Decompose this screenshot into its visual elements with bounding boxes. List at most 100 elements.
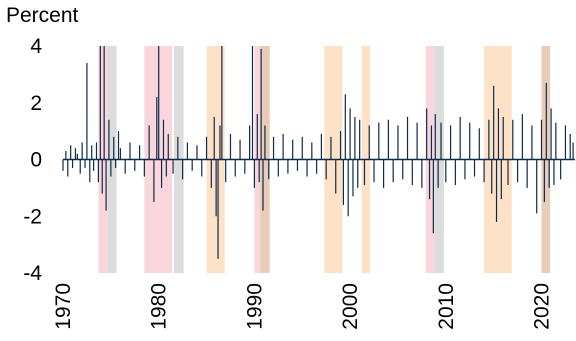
bar <box>416 122 418 160</box>
bar <box>67 159 69 177</box>
bar <box>426 108 428 160</box>
bar <box>488 119 490 160</box>
bar <box>349 108 351 160</box>
bar <box>378 122 380 160</box>
bar <box>359 119 361 160</box>
bar <box>545 82 547 160</box>
bar <box>167 133 169 160</box>
y-tick-label: 2 <box>30 92 42 115</box>
bar <box>124 159 126 174</box>
bar <box>119 148 122 160</box>
bar <box>432 159 434 234</box>
bar <box>196 145 198 160</box>
bar <box>437 159 439 188</box>
bar <box>373 159 375 183</box>
bar <box>397 125 399 160</box>
bar <box>76 153 78 160</box>
bar <box>217 159 219 259</box>
bar <box>445 159 447 183</box>
bar <box>516 159 519 183</box>
bar <box>182 159 184 180</box>
bar <box>99 46 101 160</box>
bar <box>65 150 67 160</box>
bar <box>500 159 502 200</box>
bar <box>81 142 83 160</box>
bar <box>210 159 212 188</box>
bar <box>526 159 528 188</box>
bar <box>507 159 509 186</box>
x-tick-label: 1980 <box>148 283 171 330</box>
bar <box>560 159 562 180</box>
bar <box>272 136 275 160</box>
y-axis-unit-label: Percent <box>6 4 79 27</box>
bar <box>244 159 246 174</box>
bar <box>115 159 117 169</box>
bar <box>536 159 538 214</box>
bar <box>335 159 337 194</box>
bar <box>491 159 493 194</box>
bar <box>103 46 105 160</box>
y-tick-label: 4 <box>30 35 42 58</box>
bar <box>449 125 452 160</box>
bar <box>219 125 221 160</box>
bar <box>172 159 174 174</box>
bar <box>316 159 318 174</box>
bar <box>213 116 215 160</box>
x-tick-label: 2020 <box>531 283 554 330</box>
bar <box>473 159 476 177</box>
bar <box>352 159 354 197</box>
bar-series <box>62 46 574 259</box>
y-axis: 4 2 0 -2 -4 <box>23 35 42 285</box>
bar <box>158 46 160 160</box>
bar <box>117 131 120 160</box>
bar <box>464 159 466 180</box>
bar <box>521 114 523 160</box>
bar <box>387 119 389 160</box>
bar <box>493 85 495 160</box>
bar <box>421 159 423 188</box>
bar <box>253 159 256 188</box>
bar <box>148 125 150 160</box>
bar <box>406 116 409 160</box>
bar <box>320 133 322 160</box>
bar <box>156 97 158 160</box>
bar <box>428 159 431 200</box>
x-tick-label: 2010 <box>435 283 458 330</box>
bar <box>569 133 571 160</box>
bar <box>258 159 260 183</box>
bar <box>71 159 74 169</box>
bar <box>205 136 208 160</box>
bar <box>113 136 115 160</box>
bar <box>502 116 504 160</box>
bar <box>459 116 461 160</box>
bar <box>79 159 81 174</box>
bar <box>177 136 179 160</box>
bar <box>330 136 332 160</box>
bar <box>93 159 95 171</box>
bar <box>160 159 163 188</box>
bar <box>296 159 299 171</box>
bar <box>239 139 241 160</box>
bar <box>234 159 236 177</box>
bar <box>292 139 294 160</box>
bar <box>564 125 567 160</box>
bar <box>325 159 327 180</box>
bar <box>402 159 404 180</box>
bar <box>287 159 289 174</box>
bar <box>74 148 77 160</box>
bar <box>84 159 86 169</box>
bar <box>572 142 574 160</box>
bar <box>165 159 167 177</box>
bar <box>251 46 254 160</box>
bar <box>143 159 145 177</box>
bar <box>382 159 385 188</box>
bar <box>342 159 345 205</box>
bar <box>550 108 552 160</box>
bar <box>262 159 264 211</box>
bar <box>264 125 266 160</box>
bar <box>540 119 543 160</box>
bar <box>548 159 550 188</box>
bar <box>301 136 303 160</box>
bar <box>162 119 165 160</box>
bar <box>225 159 227 183</box>
